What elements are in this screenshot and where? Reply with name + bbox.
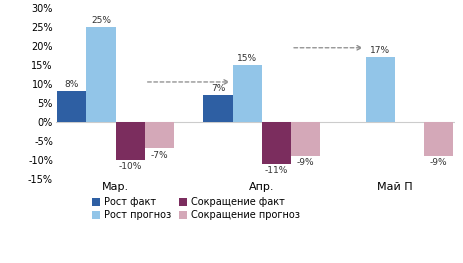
Text: -7%: -7% [150, 151, 168, 160]
Text: 7%: 7% [210, 84, 225, 93]
Bar [232, 65, 261, 122]
Bar [115, 122, 144, 160]
Text: -11%: -11% [264, 166, 288, 175]
Text: -9%: -9% [429, 158, 447, 167]
Text: 8%: 8% [64, 80, 79, 89]
Text: -10%: -10% [118, 162, 142, 171]
Bar [365, 57, 394, 122]
Bar [86, 27, 115, 122]
Bar [203, 95, 232, 122]
Bar [290, 122, 319, 156]
Bar [423, 122, 452, 156]
Legend: Рост факт, Рост прогноз, Сокращение факт, Сокращение прогноз: Рост факт, Рост прогноз, Сокращение факт… [92, 197, 299, 220]
Text: 17%: 17% [369, 46, 389, 55]
Bar [57, 92, 86, 122]
Text: 25%: 25% [91, 16, 111, 25]
Bar [261, 122, 290, 164]
Text: -9%: -9% [296, 158, 314, 167]
Text: 15%: 15% [237, 54, 257, 63]
Bar [144, 122, 174, 148]
